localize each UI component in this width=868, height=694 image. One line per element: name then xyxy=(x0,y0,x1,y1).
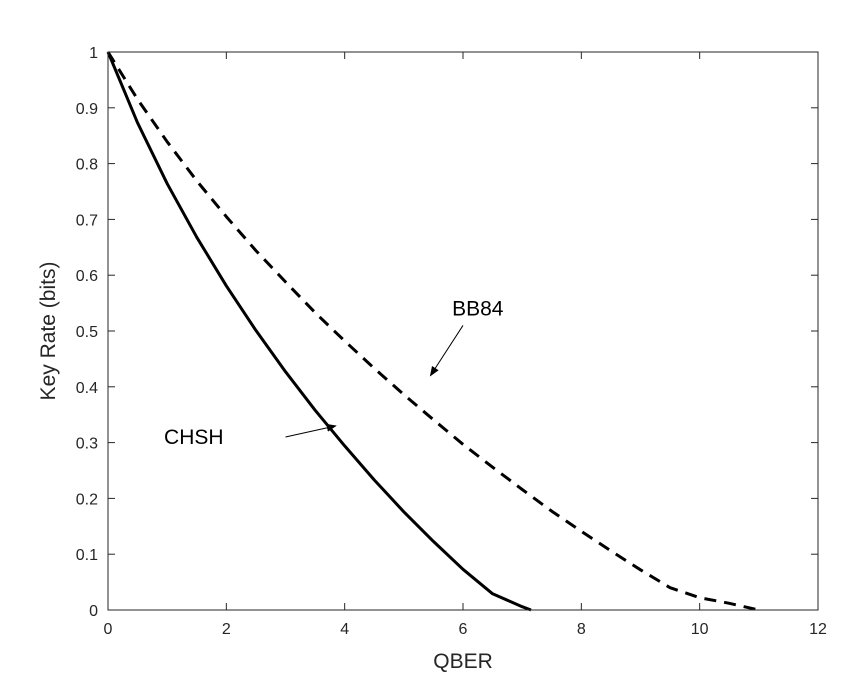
y-tick-label: 0.1 xyxy=(76,547,98,564)
x-axis: 0 2 4 6 8 10 12 xyxy=(104,52,827,638)
series-line-bb84 xyxy=(106,51,760,612)
y-tick-label: 0.2 xyxy=(76,491,98,508)
x-tick-label: 2 xyxy=(222,621,231,638)
x-tick-label: 0 xyxy=(104,621,113,638)
x-tick-label: 8 xyxy=(577,621,586,638)
y-tick-label: 0.8 xyxy=(76,157,98,174)
annotation-layer: CHSH BB84 xyxy=(164,298,504,449)
y-axis-label: Key Rate (bits) xyxy=(37,262,60,401)
y-tick-label: 0.4 xyxy=(76,380,98,397)
y-tick-label: 0.7 xyxy=(76,212,98,229)
x-tick-label: 10 xyxy=(691,621,709,638)
y-tick-label: 0.3 xyxy=(76,436,98,453)
annotation-label-bb84: BB84 xyxy=(452,298,504,321)
x-axis-label: QBER xyxy=(433,650,493,673)
x-tick-label: 12 xyxy=(809,621,827,638)
y-tick-label: 0.5 xyxy=(76,324,98,341)
y-tick-label: 0.9 xyxy=(76,101,98,118)
annotation-arrow-bb84 xyxy=(429,325,464,377)
x-tick-label: 4 xyxy=(340,621,349,638)
y-axis: 0 0.1 0.2 0.3 0.4 0.5 0.6 0.7 0.8 0.9 1 xyxy=(76,45,818,620)
annotation-arrow-chsh xyxy=(285,423,337,438)
plot-area xyxy=(108,52,818,610)
annotation-label-chsh: CHSH xyxy=(164,426,224,449)
x-tick-label: 6 xyxy=(459,621,468,638)
y-tick-label: 0.6 xyxy=(76,268,98,285)
y-tick-label: 0 xyxy=(89,603,98,620)
y-tick-label: 1 xyxy=(89,45,98,62)
